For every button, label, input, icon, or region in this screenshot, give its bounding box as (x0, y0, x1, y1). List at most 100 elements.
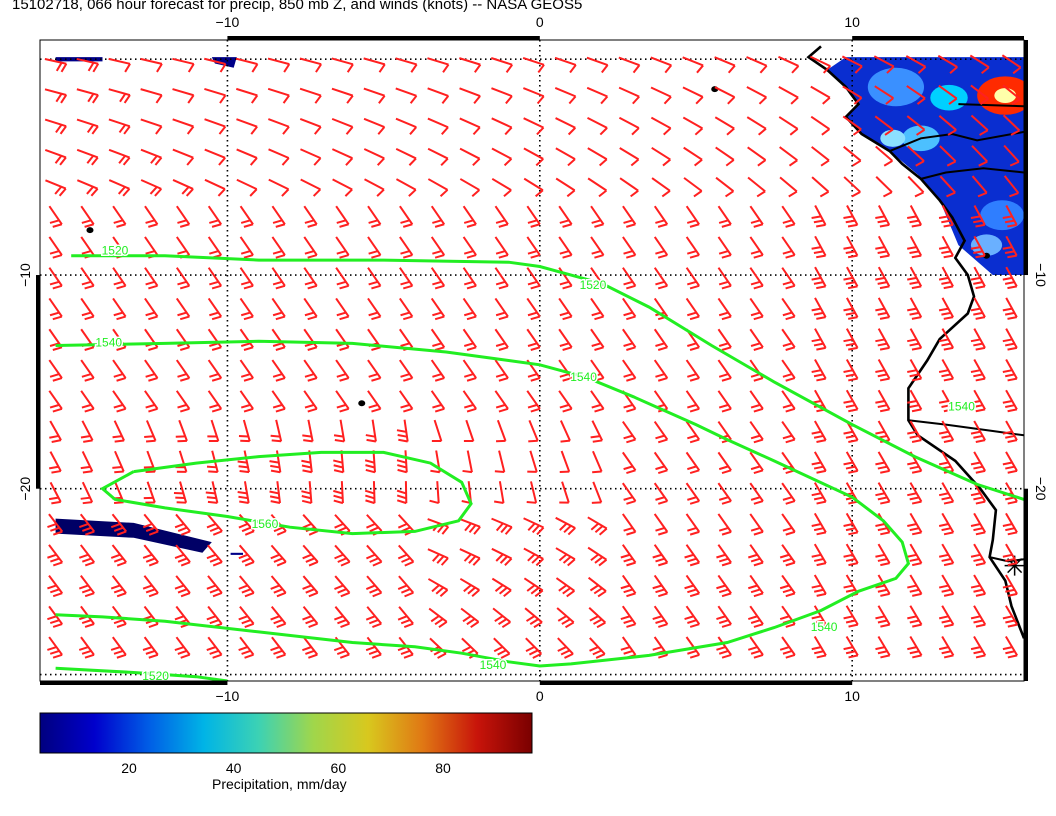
wind-barb (971, 145, 989, 167)
wind-barb (558, 297, 573, 321)
wind-barb (494, 359, 509, 382)
wind-barb (747, 544, 764, 567)
coastline-layer (86, 45, 1026, 639)
wind-barb (172, 118, 195, 135)
wind-barb (462, 267, 477, 290)
map-title: 15102718, 066 hour forecast for precip, … (12, 0, 583, 13)
wind-barb (811, 146, 830, 167)
wind-barb (970, 389, 986, 413)
axis-ticks: −10 −10 0 0 10 10 −10 −10 −20 −20 (17, 14, 1049, 704)
wind-barb (843, 420, 859, 443)
wind-barb (685, 359, 701, 382)
frame-bar (539, 681, 853, 685)
wind-barb (175, 267, 191, 290)
wind-barb (843, 635, 859, 659)
wind-barb (843, 543, 859, 567)
contour-label: 1520 (102, 244, 129, 258)
wind-barb (491, 117, 513, 136)
wind-barb (364, 178, 385, 197)
wind-barb (652, 605, 669, 628)
wind-barb (875, 482, 891, 505)
wind-barb (140, 57, 163, 73)
wind-barb (717, 482, 732, 505)
wind-barb (619, 147, 640, 167)
wind-barb (781, 482, 796, 505)
wind-barb (333, 450, 345, 474)
colorbar-tick-label: 60 (331, 760, 347, 776)
precip-cell (970, 234, 1003, 256)
wind-barb (303, 236, 318, 259)
precip-area (827, 57, 1024, 275)
wind-barb (173, 481, 188, 504)
wind-barb (79, 513, 96, 536)
wind-barb (811, 297, 827, 320)
wind-barb (716, 605, 732, 628)
wind-barb (811, 235, 827, 259)
wind-barb (591, 481, 603, 504)
wind-barb (207, 236, 223, 259)
wind-barb (204, 118, 227, 135)
wind-barb (459, 548, 481, 566)
precip-cell (867, 67, 925, 107)
wind-barb (302, 575, 319, 598)
wind-barb (239, 267, 254, 290)
wind-barb (172, 57, 195, 73)
wind-barb (781, 236, 796, 259)
wind-barb (363, 87, 386, 104)
wind-barb (239, 297, 254, 321)
wind-barb (462, 359, 477, 382)
colorbar-ramp (39, 712, 533, 754)
wind-barb (811, 266, 827, 290)
wind-barb (683, 177, 703, 198)
wind-barb (175, 390, 191, 413)
wind-barb (331, 57, 354, 73)
wind-barb (685, 236, 700, 259)
wind-barb (239, 359, 254, 382)
lon-tick-label-bottom: 0 (536, 688, 544, 704)
wind-barb (684, 544, 701, 567)
wind-barb (622, 297, 637, 321)
wind-barb (395, 178, 417, 197)
wind-barb (270, 544, 287, 567)
wind-barb (938, 420, 955, 443)
wind-barb (112, 359, 127, 382)
wind-barb (970, 574, 987, 597)
contour-label: 1540 (95, 336, 122, 350)
wind-barb (810, 85, 831, 105)
colorbar-tick-label: 80 (435, 760, 451, 776)
wind-barb (1002, 205, 1018, 228)
wind-barb (396, 481, 408, 505)
wind-barb (907, 420, 923, 443)
wind-barb (621, 513, 637, 536)
wind-barb (622, 236, 637, 259)
wind-barb (367, 390, 382, 413)
wind-barb (907, 297, 923, 320)
precip-cell (994, 88, 1017, 104)
wind-barb (302, 514, 319, 536)
wind-barb (653, 236, 669, 259)
wind-barb (80, 390, 95, 413)
wind-barb (590, 297, 605, 321)
wind-barb (746, 116, 767, 136)
wind-barb (528, 420, 539, 443)
wind-barb (49, 420, 62, 443)
wind-barb (270, 419, 283, 443)
wind-barb (622, 421, 637, 444)
contour-line (55, 339, 911, 668)
lat-lon-grid (40, 40, 1024, 681)
precip-cell (930, 84, 968, 111)
colorbar-tick-label: 20 (121, 760, 137, 776)
wind-barb (588, 606, 607, 629)
wind-barb (810, 115, 831, 136)
wind-barb (398, 390, 414, 413)
wind-barb (47, 636, 63, 659)
wind-barb (811, 358, 827, 382)
wind-barb (874, 115, 894, 136)
wind-barb (459, 87, 481, 105)
wind-barb (970, 328, 986, 351)
wind-barb (558, 267, 573, 290)
wind-barb (938, 512, 955, 536)
contour-label: 1540 (948, 400, 975, 414)
wind-barb (493, 481, 505, 504)
wind-barb (622, 328, 637, 351)
